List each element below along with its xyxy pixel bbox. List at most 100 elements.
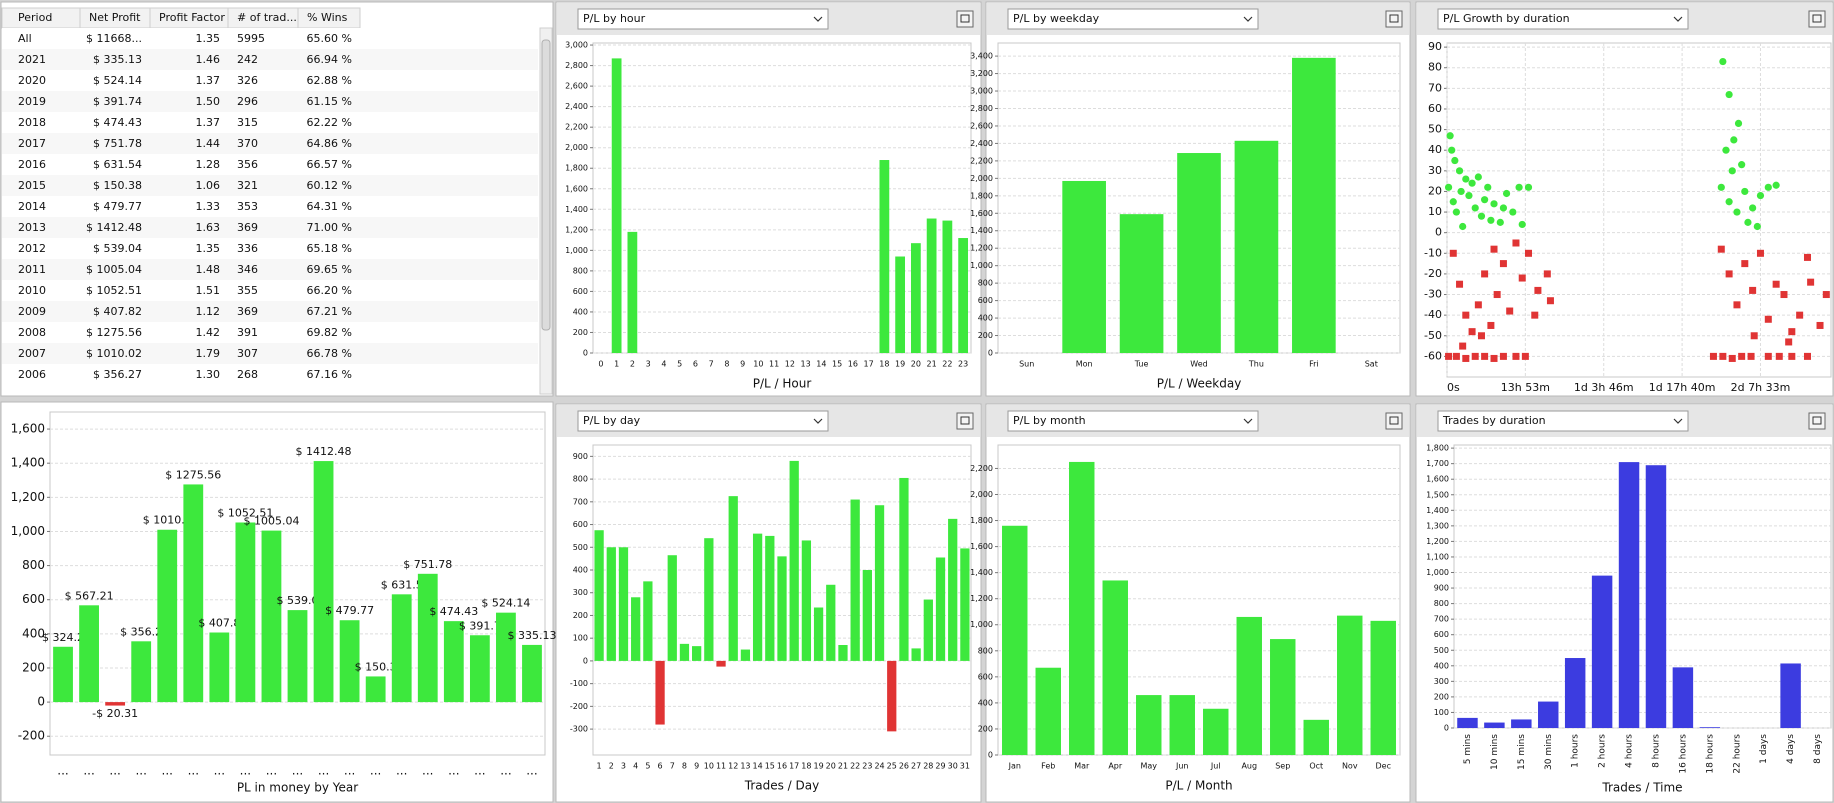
bar	[1236, 616, 1262, 755]
y-tick-label: 0	[988, 349, 993, 358]
table-row[interactable]	[2, 280, 538, 301]
table-row[interactable]	[2, 238, 538, 259]
table-row[interactable]	[2, 28, 538, 49]
dropdown-caret[interactable]	[1673, 418, 1683, 424]
table-cell: 326	[237, 74, 258, 87]
y-tick-label: 2,600	[970, 121, 993, 130]
table-row[interactable]	[2, 49, 538, 70]
x-tick-label: 20	[826, 762, 836, 771]
x-axis-title: P/L / Month	[1165, 779, 1232, 793]
point	[1456, 280, 1464, 288]
table-cell: $ 1010.02	[86, 347, 142, 360]
table-row[interactable]	[2, 175, 538, 196]
table-row[interactable]	[2, 154, 538, 175]
x-tick-label: 20	[911, 360, 921, 369]
table-row[interactable]	[2, 343, 538, 364]
bar	[752, 533, 763, 661]
point	[1756, 191, 1765, 200]
x-tick-label: ...	[318, 764, 329, 778]
column-header[interactable]: # of trad...	[237, 11, 297, 24]
dropdown-caret[interactable]	[813, 16, 823, 22]
table-cell: $ 11668...	[86, 32, 142, 45]
point	[1452, 352, 1460, 360]
y-tick-label: 1,000	[970, 261, 993, 270]
table-row[interactable]	[2, 364, 538, 385]
scroll-thumb[interactable]	[541, 39, 551, 331]
table-cell: 321	[237, 179, 258, 192]
chart-selector[interactable]	[1007, 8, 1259, 30]
y-tick-label: 600	[22, 592, 45, 606]
x-tick-label: ...	[344, 764, 355, 778]
x-tick-label: ...	[135, 764, 146, 778]
chart-selector-label[interactable]: P/L by month	[1013, 414, 1086, 427]
maximize-button[interactable]	[1385, 10, 1403, 28]
point	[1459, 222, 1467, 231]
table-cell: 315	[237, 116, 258, 129]
table-cell: 1.30	[196, 368, 221, 381]
point	[1525, 249, 1533, 257]
chart-selector[interactable]	[577, 8, 829, 30]
chart-selector[interactable]	[577, 410, 829, 432]
point	[1733, 301, 1741, 309]
point	[1446, 132, 1454, 140]
maximize-button[interactable]	[956, 412, 974, 430]
y-tick-label: 1,200	[11, 490, 45, 504]
maximize-button[interactable]	[956, 10, 974, 28]
dropdown-caret[interactable]	[813, 418, 823, 424]
x-tick-label: 6	[658, 762, 663, 771]
chart-selector[interactable]	[1007, 410, 1259, 432]
table-row[interactable]	[2, 196, 538, 217]
chart-selector[interactable]	[1437, 410, 1689, 432]
chart-selector-label[interactable]: P/L by day	[583, 414, 641, 427]
point	[1753, 222, 1761, 231]
point	[1807, 278, 1815, 286]
bar	[910, 243, 921, 353]
point	[1445, 352, 1453, 360]
maximize-button[interactable]	[1808, 10, 1826, 28]
table-row[interactable]	[2, 112, 538, 133]
table-row[interactable]	[2, 70, 538, 91]
x-tick-label: Nov	[1342, 762, 1358, 771]
y-tick-label: 3,000	[970, 87, 993, 96]
point	[1803, 253, 1811, 261]
maximize-button[interactable]	[1385, 412, 1403, 430]
table-cell: $ 474.43	[93, 116, 142, 129]
point	[1744, 218, 1752, 226]
table-cell: 60.12 %	[307, 179, 352, 192]
table-cell: $ 751.78	[93, 137, 142, 150]
dropdown-caret[interactable]	[1673, 16, 1683, 22]
table-row[interactable]	[2, 217, 538, 238]
bar	[1234, 140, 1279, 353]
table-row[interactable]	[2, 322, 538, 343]
x-tick-label: 17	[789, 762, 799, 771]
dropdown-caret[interactable]	[1243, 418, 1253, 424]
y-tick-label: 3,000	[565, 41, 588, 50]
table-row[interactable]	[2, 259, 538, 280]
chart-selector-label[interactable]: P/L by weekday	[1013, 12, 1100, 25]
column-header[interactable]: Net Profit	[89, 11, 141, 24]
table-row[interactable]	[2, 91, 538, 112]
table-cell: 5995	[237, 32, 265, 45]
y-tick-label: 1,200	[970, 244, 993, 253]
y-tick-label: 2,600	[565, 82, 588, 91]
x-tick-label: 13	[740, 762, 750, 771]
table-row[interactable]	[2, 133, 538, 154]
column-header[interactable]: Period	[18, 11, 52, 24]
table-cell: 369	[237, 221, 258, 234]
chart-selector-label[interactable]: P/L Growth by duration	[1443, 12, 1570, 25]
bar	[874, 505, 885, 661]
y-tick-label: 1,000	[970, 620, 993, 629]
table-row[interactable]	[2, 301, 538, 322]
column-header[interactable]: Profit Factor	[159, 11, 225, 24]
x-tick-label: 28	[923, 762, 933, 771]
chart-selector-label[interactable]: Trades by duration	[1442, 414, 1546, 427]
x-axis-title: PL in money by Year	[237, 781, 358, 795]
y-tick-label: 0	[583, 349, 588, 358]
chart-selector[interactable]	[1437, 8, 1689, 30]
dropdown-caret[interactable]	[1243, 16, 1253, 22]
maximize-button[interactable]	[1808, 412, 1826, 430]
y-tick-label: 200	[978, 724, 993, 733]
x-tick-label: 13	[801, 360, 811, 369]
chart-selector-label[interactable]: P/L by hour	[583, 12, 646, 25]
column-header[interactable]: % Wins	[307, 11, 348, 24]
